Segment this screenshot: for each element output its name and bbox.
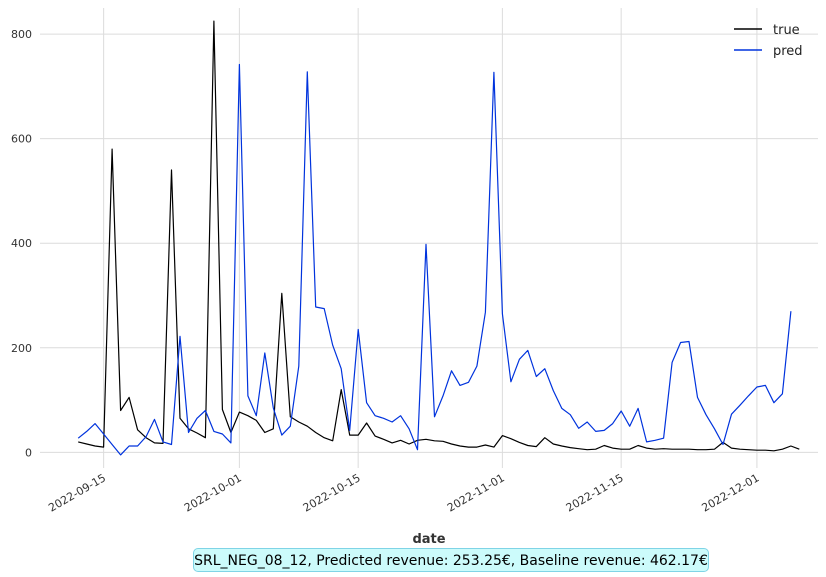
legend: true pred bbox=[734, 23, 803, 59]
legend-label-true: true bbox=[773, 23, 800, 38]
x-tick-label: 2022-09-15 bbox=[46, 471, 108, 514]
y-tick-label: 400 bbox=[11, 237, 32, 250]
x-tick-label: 2022-10-01 bbox=[182, 471, 244, 514]
x-axis-title: date bbox=[412, 532, 445, 547]
x-axis-ticks: 2022-09-15 2022-10-01 2022-10-15 2022-11-01… bbox=[46, 471, 761, 514]
x-tick-label: 2022-11-15 bbox=[564, 471, 626, 514]
x-tick-label: 2022-10-15 bbox=[301, 471, 363, 514]
legend-label-pred: pred bbox=[773, 44, 803, 59]
y-tick-label: 0 bbox=[25, 446, 32, 459]
series-line-true bbox=[78, 20, 800, 452]
series-line-pred bbox=[77, 63, 792, 456]
y-axis-ticks: 0 200 400 600 800 bbox=[11, 28, 32, 459]
y-tick-label: 600 bbox=[11, 133, 32, 146]
x-tick-label: 2022-12-01 bbox=[700, 471, 762, 514]
revenue-caption: SRL_NEG_08_12, Predicted revenue: 253.25… bbox=[193, 548, 709, 572]
grid-lines bbox=[40, 8, 818, 468]
x-tick-label: 2022-11-01 bbox=[445, 471, 507, 514]
y-tick-label: 800 bbox=[11, 28, 32, 41]
series-lines bbox=[77, 20, 800, 456]
y-tick-label: 200 bbox=[11, 342, 32, 355]
